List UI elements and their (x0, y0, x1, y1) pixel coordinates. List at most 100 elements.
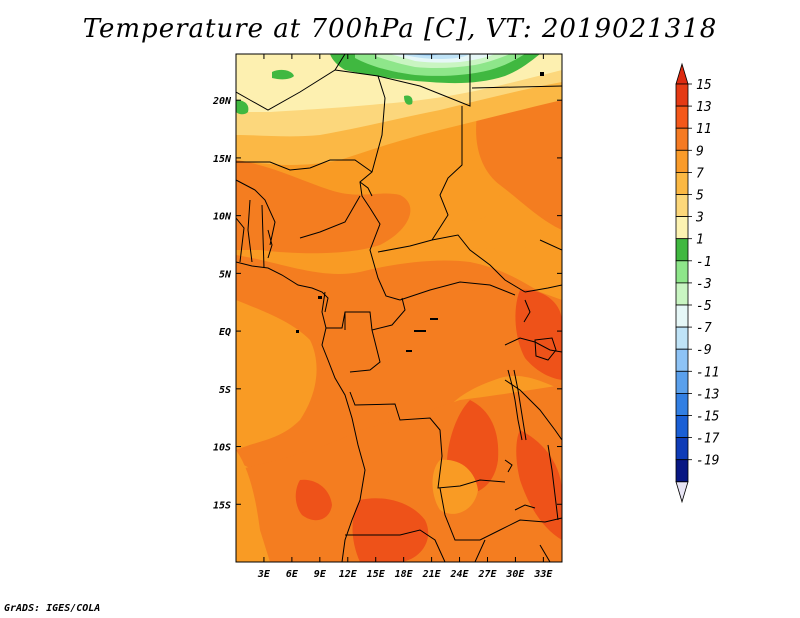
field-east-9-blob (444, 166, 500, 221)
colorbar-swatch (675, 238, 689, 262)
colorbar-label: -5 (696, 299, 712, 314)
border-line (371, 297, 406, 331)
field-green-patch-a (272, 69, 294, 80)
colorbar-swatch (675, 459, 689, 483)
colorbar-label: -19 (696, 454, 719, 469)
colorbar-swatch (675, 370, 689, 394)
field-east-north-11 (476, 92, 562, 230)
border-line (299, 195, 361, 239)
island (318, 296, 322, 299)
lake-tanganyika (507, 369, 523, 441)
colorbar-swatch (675, 83, 689, 107)
colorbar-swatch (675, 437, 689, 461)
colorbar-label: -13 (696, 387, 719, 402)
colorbar-swatch (675, 392, 689, 416)
x-tick-label: 3E (257, 569, 271, 580)
field-se-13-b (516, 430, 562, 540)
colorbar-label: -3 (696, 277, 712, 292)
border-line (504, 379, 562, 441)
colorbar-label: 15 (696, 78, 712, 93)
colorbar-swatch (675, 326, 689, 350)
colorbar-label: -15 (696, 410, 720, 425)
y-tick-label: 10N (213, 212, 232, 223)
y-tick-label: EQ (219, 327, 231, 338)
map-frame (235, 53, 563, 563)
border-line (439, 487, 562, 541)
field-s-13-d (295, 479, 332, 521)
border-line (377, 54, 471, 107)
x-tick-label: 18E (395, 569, 414, 580)
colorbar-label: -7 (696, 321, 712, 336)
border-line (349, 391, 506, 489)
x-tick-label: 30E (505, 569, 525, 580)
lake-malawi (547, 444, 559, 521)
field-green-patch-c (404, 95, 413, 105)
border-line (431, 106, 463, 241)
colorbar-swatch (675, 415, 689, 439)
y-tick-label: 15N (213, 154, 232, 165)
lake-mweru (504, 459, 513, 473)
field-band-11 (236, 255, 562, 476)
grads-credit: GrADS: IGES/COLA (4, 603, 101, 614)
colorbar-label: 9 (696, 144, 704, 159)
colorbar: 15 13 11 9 7 5 3 1 -1 -3 -5 -7 -9 -11 -13 -15 -17 -19 (675, 62, 720, 504)
border-line (247, 199, 253, 263)
island (414, 330, 426, 332)
colorbar-swatch (675, 105, 689, 129)
x-tick-label: 9E (314, 569, 327, 580)
border-line (377, 234, 526, 293)
x-tick-label: 12E (339, 569, 358, 580)
colorbar-swatch (675, 216, 689, 240)
border-line (236, 54, 346, 111)
island (540, 72, 544, 76)
country-borders (236, 54, 562, 562)
island (430, 318, 438, 320)
x-tick-label: 6E (286, 569, 299, 580)
x-tick-label: 15E (367, 569, 386, 580)
colorbar-swatch (675, 304, 689, 328)
coastline (321, 327, 366, 562)
temperature-field (236, 54, 562, 562)
x-tick-label: 21E (422, 569, 442, 580)
field-green-patch-b (236, 100, 249, 115)
colorbar-label: -17 (696, 432, 720, 447)
colorbar-swatch (675, 149, 689, 173)
colorbar-label: 13 (696, 100, 712, 115)
axis-ticks: 3E 6E 9E 12E 15E 18E 21E 24E 27E 30E 33E 20N 15N 10N 5… (212, 54, 562, 580)
lake-tanganyika-b (513, 369, 527, 441)
x-tick-label: 27E (477, 569, 497, 580)
island (406, 350, 412, 352)
border-line (236, 179, 276, 246)
colorbar-swatch (675, 282, 689, 306)
border-line (321, 291, 381, 373)
colorbar-label: -9 (696, 343, 712, 358)
border-line (236, 159, 373, 173)
field-west-9 (236, 300, 317, 450)
y-tick-label: 5N (219, 269, 232, 280)
colorbar-label: 7 (696, 166, 704, 181)
border-line (474, 539, 486, 562)
x-tick-label: 24E (450, 569, 470, 580)
colorbar-label: 3 (695, 211, 704, 226)
coastline (236, 261, 329, 313)
lake-albert (523, 299, 531, 323)
chart-title: Temperature at 700hPa [C], VT: 201902131… (82, 14, 718, 44)
colorbar-swatch (675, 348, 689, 372)
colorbar-label: -11 (696, 365, 719, 380)
border-line (334, 69, 386, 209)
island (296, 330, 299, 333)
field-southwest-9 (236, 450, 270, 562)
colorbar-label: 11 (696, 122, 712, 137)
field-s-13-c (352, 498, 429, 562)
field-north-m7 (400, 54, 470, 59)
border-line (345, 529, 446, 562)
border-line (369, 207, 401, 301)
y-tick-label: 20N (212, 96, 232, 107)
border-line (524, 284, 562, 293)
border-line (399, 281, 516, 301)
colorbar-bottom-arrow (675, 481, 689, 504)
colorbar-label: 5 (696, 189, 704, 204)
colorbar-swatch (675, 260, 689, 284)
y-tick-label: 5S (219, 385, 231, 396)
